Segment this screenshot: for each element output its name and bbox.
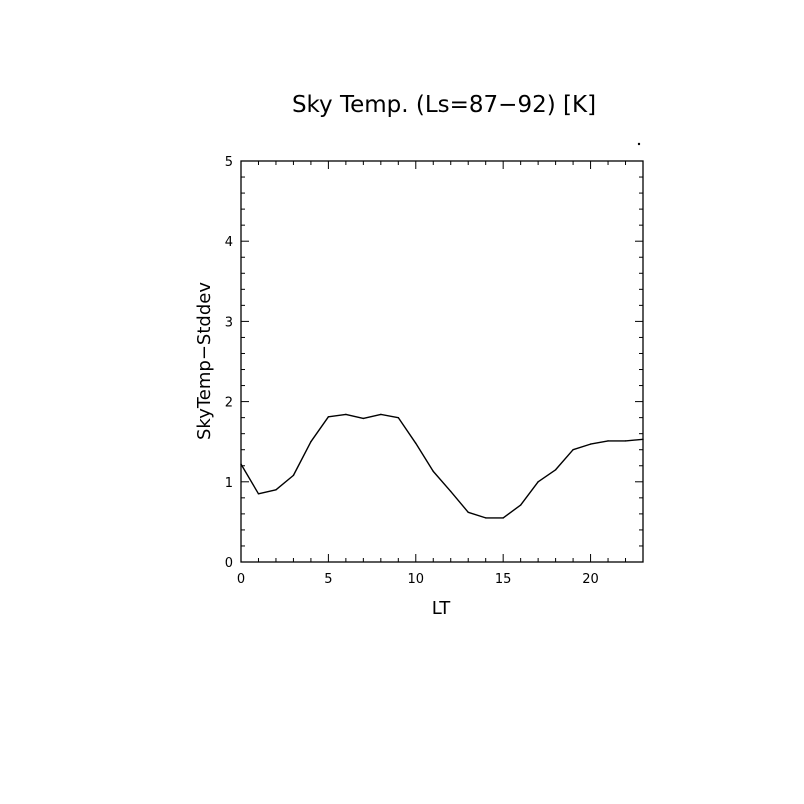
y-tick-label: 1 (225, 476, 233, 491)
data-point (642, 438, 644, 440)
data-point (397, 416, 400, 419)
series-layer (240, 413, 644, 519)
x-tick-label: 0 (237, 572, 245, 587)
data-point (345, 413, 347, 416)
data-point (292, 474, 295, 477)
data-point (240, 463, 242, 465)
data-point (327, 416, 330, 418)
data-point (275, 489, 277, 491)
data-point (537, 481, 539, 483)
chart-title: Sky Temp. (Ls=87−92) [K] (292, 92, 596, 118)
data-point (624, 440, 627, 442)
x-tick-label: 15 (495, 572, 512, 587)
y-tick-label: 4 (225, 235, 233, 250)
data-point (572, 449, 574, 451)
data-point (554, 469, 557, 471)
data-point (432, 470, 434, 473)
y-tick-label: 5 (225, 155, 233, 170)
x-tick-label: 5 (324, 572, 332, 587)
data-point (380, 413, 382, 416)
x-axis-label: LT (432, 598, 452, 619)
plot-frame (240, 160, 644, 563)
data-point (467, 511, 469, 513)
y-tick-label: 3 (225, 315, 233, 330)
y-tick-label: 2 (225, 396, 233, 411)
data-point (607, 440, 609, 442)
data-point (310, 441, 312, 443)
y-tick-label: 0 (225, 556, 233, 571)
data-point (519, 504, 522, 506)
data-point (502, 517, 504, 519)
series-line (240, 413, 644, 519)
data-point (257, 493, 260, 495)
axes (240, 160, 644, 563)
corner-dot-mark (637, 142, 641, 146)
data-point (415, 442, 417, 445)
x-tick-label: 10 (408, 572, 425, 587)
y-axis-label: SkyTemp−Stddev (194, 282, 215, 440)
data-point (589, 443, 592, 445)
data-point (362, 417, 365, 420)
x-tick-label: 20 (582, 572, 599, 587)
data-point (484, 517, 487, 519)
axis-ticks (240, 160, 644, 563)
tick-labels: 0 5 10 15 20 0 1 2 3 4 5 (225, 155, 599, 587)
data-point (450, 490, 452, 493)
